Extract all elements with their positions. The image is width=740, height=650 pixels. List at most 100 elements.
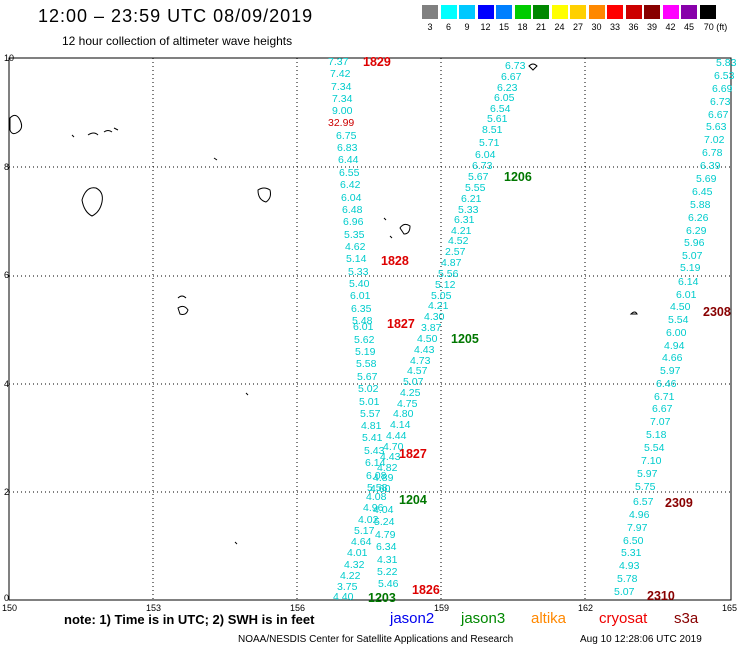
color-scale-label: 3 xyxy=(427,22,433,32)
wave-height-value: 4.57 xyxy=(407,365,428,377)
wave-height-value: 6.75 xyxy=(336,130,357,142)
color-scale-label: 18 xyxy=(517,22,528,32)
pass-time-label: 1206 xyxy=(504,170,532,184)
wave-height-value: 6.29 xyxy=(686,225,707,237)
wave-height-value: 7.37 xyxy=(328,56,349,68)
wave-height-value: 4.43 xyxy=(414,344,435,356)
legend-cryosat: cryosat xyxy=(599,610,648,627)
color-scale-swatch xyxy=(551,5,568,19)
wave-height-value: 6.73 xyxy=(505,60,526,72)
color-scale-label: 70 (ft) xyxy=(703,22,728,32)
color-scale-swatch xyxy=(459,5,475,19)
wave-height-value: 5.63 xyxy=(706,121,727,133)
wave-height-value: 5.54 xyxy=(644,442,665,454)
wave-height-value: 6.14 xyxy=(678,276,699,288)
color-scale-swatch xyxy=(699,5,716,19)
color-scale-swatch xyxy=(644,5,660,19)
x-tick-label: 153 xyxy=(146,603,162,613)
wave-height-value: 5.83 xyxy=(716,57,737,69)
color-scale-swatch xyxy=(533,5,549,19)
wave-height-value: 6.78 xyxy=(702,147,723,159)
pass-time-label: 1826 xyxy=(412,583,440,597)
wave-height-value: 5.67 xyxy=(357,371,378,383)
wave-height-value: 4.87 xyxy=(441,257,462,269)
x-tick-label: 165 xyxy=(722,603,738,613)
wave-height-value: 6.04 xyxy=(341,192,362,204)
wave-height-value: 6.26 xyxy=(688,212,709,224)
x-tick-label: 159 xyxy=(434,603,450,613)
wave-height-value: 4.96 xyxy=(629,509,650,521)
wave-height-value: 4.64 xyxy=(351,536,372,548)
wave-height-value: 5.88 xyxy=(690,199,711,211)
wave-height-value: 5.22 xyxy=(377,566,398,578)
wave-height-value: 7.10 xyxy=(641,455,662,467)
wave-height-value: 7.02 xyxy=(704,134,725,146)
wave-height-value: 4.62 xyxy=(345,241,366,253)
wave-height-value: 5.57 xyxy=(360,408,381,420)
wave-height-value: 4.08 xyxy=(366,491,387,503)
wave-height-value: 4.21 xyxy=(428,300,449,312)
wave-height-value: 5.33 xyxy=(458,204,479,216)
wave-height-value: 6.46 xyxy=(656,378,677,390)
wave-height-value: 6.55 xyxy=(339,167,360,179)
wave-height-value: 4.93 xyxy=(619,560,640,572)
color-scale-label: 15 xyxy=(498,22,509,32)
wave-height-value: 3.75 xyxy=(337,581,358,593)
pass-time-label: 2308 xyxy=(703,305,731,319)
wave-height-value: 5.40 xyxy=(349,278,370,290)
wave-height-value: 6.35 xyxy=(351,303,372,315)
color-scale-label: 33 xyxy=(609,22,620,32)
wave-height-value: 4.43 xyxy=(380,451,401,463)
color-scale-label: 27 xyxy=(572,22,583,32)
y-tick-label: 4 xyxy=(4,379,10,389)
wave-height-value: 5.43 xyxy=(364,445,385,457)
wave-height-value: 5.48 xyxy=(352,315,373,327)
wave-height-value: 6.31 xyxy=(454,214,475,226)
island-outline xyxy=(257,187,271,203)
wave-height-value: 9.00 xyxy=(332,105,353,117)
wave-height-value: 4.82 xyxy=(377,462,398,474)
wave-height-value: 32.99 xyxy=(328,117,355,129)
wave-height-value: 7.34 xyxy=(332,93,353,105)
wave-height-value: 4.81 xyxy=(361,420,382,432)
wave-height-value: 6.53 xyxy=(714,70,735,82)
wave-height-value: 5.12 xyxy=(435,279,456,291)
wave-height-value: 6.01 xyxy=(676,289,697,301)
wave-height-value: 6.54 xyxy=(490,103,511,115)
wave-height-value: 5.75 xyxy=(635,481,656,493)
wave-height-value: 4.89 xyxy=(373,472,394,484)
color-scale-label: 30 xyxy=(591,22,602,32)
color-scale-swatch xyxy=(625,5,642,19)
x-tick-label: 162 xyxy=(578,603,594,613)
color-scale-label: 9 xyxy=(464,22,470,32)
island-outline xyxy=(87,127,119,136)
wave-height-value: 5.69 xyxy=(696,173,717,185)
legend-jason3: jason3 xyxy=(461,610,506,627)
legend-altika: altika xyxy=(531,610,567,627)
wave-height-value: 6.48 xyxy=(342,204,363,216)
wave-height-value: 4.04 xyxy=(373,504,394,516)
units-note: note: 1) Time is in UTC; 2) SWH is in fe… xyxy=(64,612,315,627)
island-outline xyxy=(9,114,23,135)
wave-height-value: 6.01 xyxy=(350,290,371,302)
wave-height-value: 6.67 xyxy=(708,109,729,121)
wave-height-value: 5.58 xyxy=(356,358,377,370)
wave-height-value: 5.58 xyxy=(367,482,388,494)
wave-height-value: 4.80 xyxy=(393,408,414,420)
wave-height-value: 6.14 xyxy=(365,457,386,469)
x-tick-label: 156 xyxy=(290,603,306,613)
pass-time-label: 1827 xyxy=(399,447,427,461)
color-scale-swatch xyxy=(496,5,512,19)
wave-height-value: 4.60 xyxy=(370,483,391,495)
wave-height-value: 6.73 xyxy=(472,160,493,172)
wave-height-value: 5.07 xyxy=(682,250,703,262)
color-scale-label: 39 xyxy=(646,22,657,32)
wave-height-value: 4.96 xyxy=(363,502,384,514)
island-outline xyxy=(629,311,638,315)
wave-height-value: 5.96 xyxy=(684,237,705,249)
wave-height-value: 5.97 xyxy=(637,468,658,480)
wave-height-value: 8.51 xyxy=(482,124,503,136)
wave-height-value: 4.14 xyxy=(390,419,411,431)
wave-height-value: 5.05 xyxy=(431,290,452,302)
pass-time-label: 1205 xyxy=(451,332,479,346)
